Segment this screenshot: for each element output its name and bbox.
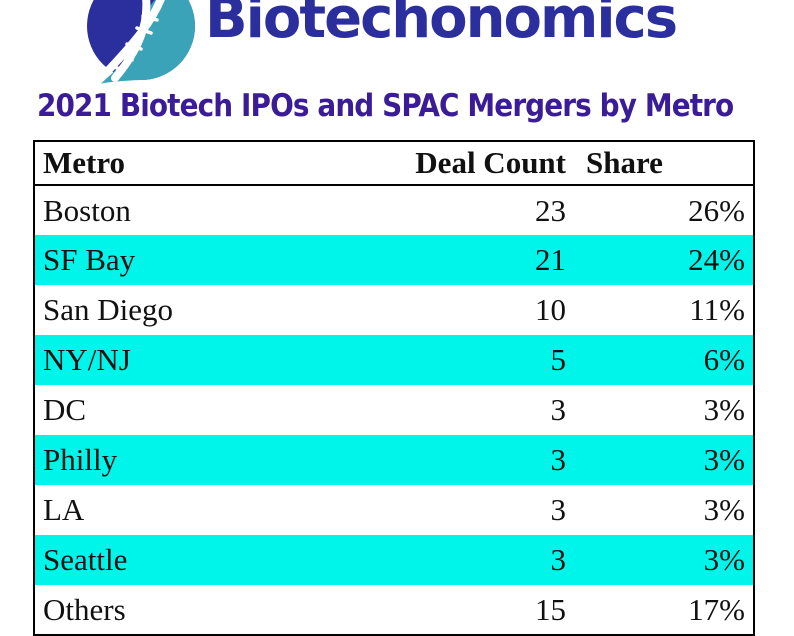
table-row: Seattle 3 3%	[34, 535, 754, 585]
cell-share: 3%	[703, 392, 745, 427]
cell-share: 3%	[703, 542, 745, 577]
cell-deal-count: 3	[550, 442, 567, 477]
cell-metro: Philly	[43, 442, 118, 477]
cell-deal-count: 5	[550, 342, 567, 377]
cell-share: 6%	[703, 342, 745, 377]
cell-deal-count: 21	[535, 242, 566, 277]
brand-wordmark: Biotechonomics	[205, 0, 678, 51]
cell-share: 26%	[688, 192, 745, 228]
table-row: Boston 23 26%	[34, 185, 754, 235]
dna-helix-icon	[87, 0, 195, 84]
cell-share: 11%	[689, 292, 745, 327]
table-row: DC 3 3%	[34, 385, 754, 435]
cell-deal-count: 3	[550, 392, 567, 427]
cell-share: 3%	[703, 442, 745, 477]
cell-metro: Others	[43, 591, 126, 627]
header-metro: Metro	[34, 141, 394, 186]
cell-metro: Boston	[43, 192, 131, 228]
cell-share: 3%	[703, 492, 745, 527]
cell-metro: LA	[43, 492, 85, 527]
cell-deal-count: 15	[535, 591, 566, 627]
table-header-row: Metro Deal Count Share	[34, 141, 754, 186]
table-row: LA 3 3%	[34, 485, 754, 535]
cell-metro: Seattle	[43, 542, 128, 577]
metro-deals-table: Metro Deal Count Share Boston 23 26% SF Bay…	[33, 140, 755, 636]
table-row: SF Bay 21 24%	[34, 235, 754, 285]
cell-deal-count: 23	[535, 192, 566, 228]
cell-metro: San Diego	[43, 292, 174, 327]
cell-deal-count: 10	[535, 292, 566, 327]
header-share: Share	[574, 141, 754, 186]
table-row: NY/NJ 5 6%	[34, 335, 754, 385]
table-row: Philly 3 3%	[34, 435, 754, 485]
table-row: Others 15 17%	[34, 585, 754, 635]
page-title: 2021 Biotech IPOs and SPAC Mergers by Me…	[37, 88, 734, 124]
cell-deal-count: 3	[550, 542, 567, 577]
cell-deal-count: 3	[550, 492, 567, 527]
cell-metro: DC	[43, 392, 87, 427]
cell-share: 24%	[688, 242, 745, 277]
cell-share: 17%	[688, 591, 745, 627]
table-row: San Diego 10 11%	[34, 285, 754, 335]
cell-metro: SF Bay	[43, 242, 136, 277]
cell-metro: NY/NJ	[43, 342, 131, 377]
header-deal-count: Deal Count	[394, 141, 574, 186]
